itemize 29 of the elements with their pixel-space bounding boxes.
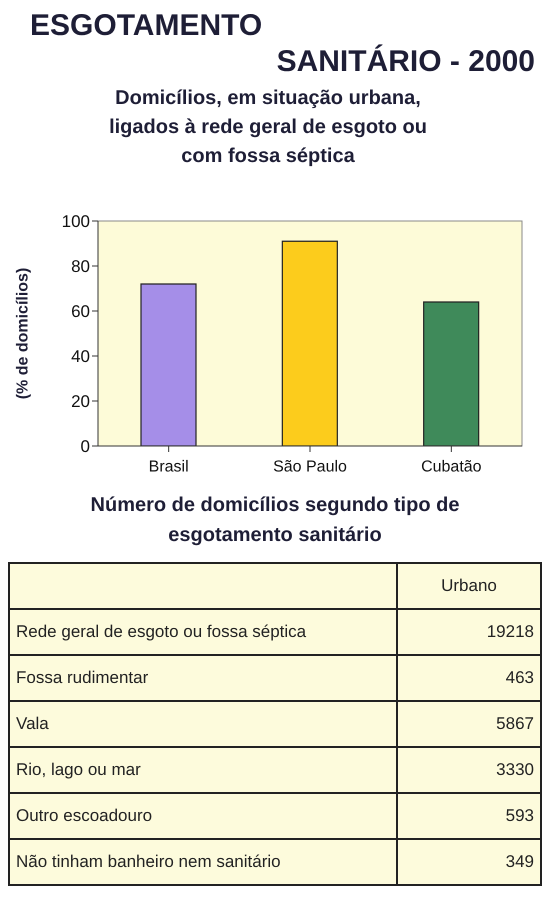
y-tick-label: 0 xyxy=(80,437,90,456)
category-label: Outro escoadouro xyxy=(9,793,397,839)
series-label: Urbano xyxy=(397,563,541,609)
x-tick-label: São Paulo xyxy=(273,458,348,476)
data-label: 3330 xyxy=(397,747,541,793)
data-label: 349 xyxy=(397,839,541,885)
bar xyxy=(423,301,480,446)
category-label: Fossa rudimentar xyxy=(9,655,397,701)
text: Número de domicílios segundo tipo de esgotamento sanitário xyxy=(90,493,460,548)
y-tick-label: 100 xyxy=(62,212,90,232)
data-label: 19218 xyxy=(397,609,541,655)
bar xyxy=(140,283,197,446)
category-label: Rede geral de esgoto ou fossa séptica xyxy=(9,609,397,655)
y-tick-label: 80 xyxy=(71,257,90,276)
data-label: 5867 xyxy=(397,701,541,747)
category-label: Vala xyxy=(9,701,397,747)
data-label: 463 xyxy=(397,655,541,701)
x-tick-label: Brasil xyxy=(148,458,189,476)
y-tick-label: 20 xyxy=(71,392,90,412)
y-axis-title: (% de domicílios) xyxy=(14,268,32,400)
x-tick-label: Cubatão xyxy=(421,458,482,476)
category-label: Rio, lago ou mar xyxy=(9,747,397,793)
y-tick-label: 40 xyxy=(71,347,90,366)
chart-title: ESGOTAMENTO SANITÁRIO - 2000 xyxy=(30,8,535,80)
chart-subtitle: Domicílios, em situação urbana, ligados à rede geral de esgoto ou com fossa séptica xyxy=(108,86,428,169)
data-label: 593 xyxy=(397,793,541,839)
bar xyxy=(282,240,338,446)
y-tick-label: 60 xyxy=(71,302,90,322)
category-label: Não tinham banheiro nem sanitário xyxy=(9,839,397,885)
